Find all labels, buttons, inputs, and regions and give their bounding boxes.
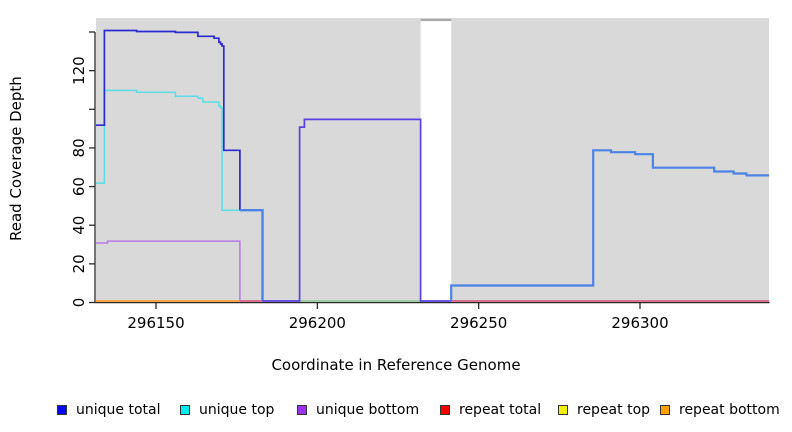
legend-item-repeat-bottom: repeat bottom — [660, 399, 780, 421]
series-unique-total-47-step — [239, 208, 264, 301]
legend-item-repeat-total: repeat total — [440, 399, 541, 421]
x-tick-label: 296150 — [127, 314, 184, 332]
y-tick-label: 60 — [70, 177, 88, 196]
y-tick-label: 0 — [70, 298, 88, 308]
legend-item-unique-bottom: unique bottom — [297, 399, 419, 421]
legend-item-repeat-top: repeat top — [558, 399, 650, 421]
y-tick-label: 20 — [70, 254, 88, 273]
x-tick-label: 296300 — [611, 314, 668, 332]
legend-swatch-repeat-bottom-icon — [660, 405, 670, 415]
legend-label-unique-top: unique top — [199, 402, 275, 418]
series-unique-total-right-block — [450, 149, 770, 301]
y-tick-label: 80 — [70, 138, 88, 157]
x-tick-label: 296200 — [289, 314, 346, 332]
series-unique-top — [96, 89, 264, 301]
x-axis-title: Coordinate in Reference Genome — [271, 356, 521, 374]
legend-label-repeat-total: repeat total — [459, 402, 542, 418]
legend-swatch-unique-bottom-icon — [297, 405, 307, 415]
chart-legend: unique total unique top unique bottom repea… — [0, 399, 792, 425]
series-unique-total-middle-plateau — [262, 118, 452, 302]
legend-label-repeat-bottom: repeat bottom — [679, 402, 780, 418]
legend-item-unique-top: unique top — [180, 399, 274, 421]
legend-swatch-repeat-top-icon — [558, 405, 568, 415]
legend-label-unique-bottom: unique bottom — [316, 402, 420, 418]
legend-label-unique-total: unique total — [76, 402, 161, 418]
legend-swatch-unique-total-icon — [57, 405, 67, 415]
y-tick-label: 40 — [70, 216, 88, 235]
masked-region — [420, 19, 452, 302]
y-tick-label: 120 — [70, 56, 88, 85]
legend-swatch-repeat-total-icon — [440, 405, 450, 415]
series-unique-bottom — [96, 240, 241, 301]
series-unique-total-left-block — [96, 29, 241, 211]
legend-item-unique-total: unique total — [57, 399, 160, 421]
legend-swatch-unique-top-icon — [180, 405, 190, 415]
y-axis-title: Read Coverage Depth — [7, 76, 25, 241]
x-tick-label: 296250 — [450, 314, 507, 332]
legend-label-repeat-top: repeat top — [577, 402, 651, 418]
